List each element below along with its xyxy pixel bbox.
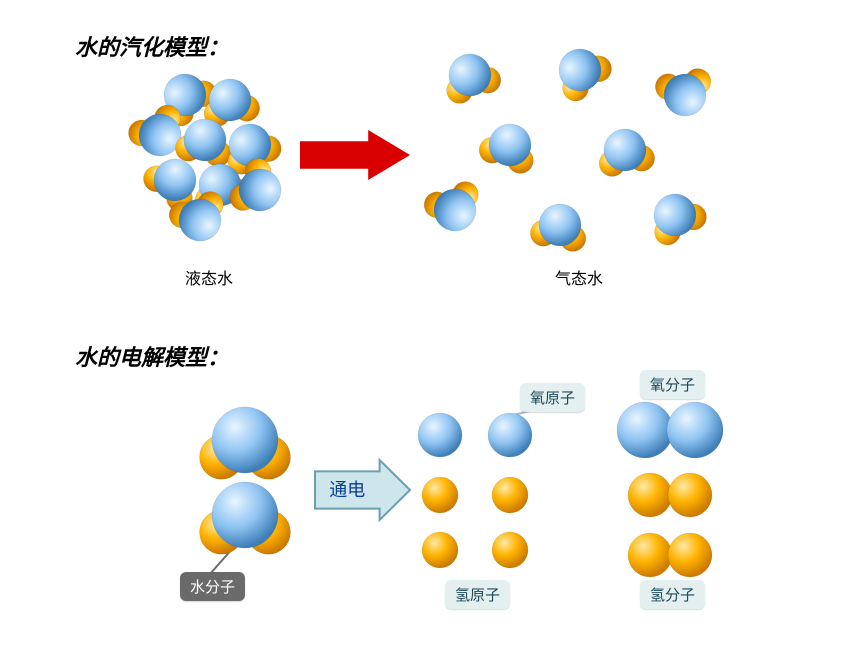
title-electrolysis: 水的电解模型： <box>75 340 229 372</box>
hydrogen-atoms <box>422 477 528 568</box>
gaseous-water-cluster <box>421 36 717 254</box>
title-vaporization: 水的汽化模型： <box>75 30 229 62</box>
oxygen-molecule <box>617 402 723 458</box>
hydrogen-molecules <box>628 473 712 577</box>
label-oxygen-atom: 氧原子 <box>520 383 585 412</box>
label-oxygen-molecule: 氧分子 <box>640 370 705 399</box>
label-hydrogen-atom: 氢原子 <box>445 580 510 609</box>
oxygen-atoms <box>418 413 532 457</box>
arrow-vaporization <box>300 130 410 180</box>
label-water-molecule: 水分子 <box>180 572 245 601</box>
caption-gas-water: 气态水 <box>555 265 603 289</box>
water-molecules-input <box>199 407 290 554</box>
diagram-canvas: 通电 <box>0 0 860 645</box>
label-hydrogen-molecule: 氢分子 <box>640 580 705 609</box>
label-electrify: 通电 <box>329 480 365 500</box>
caption-liquid-water: 液态水 <box>185 265 233 289</box>
liquid-water-cluster <box>124 61 292 249</box>
